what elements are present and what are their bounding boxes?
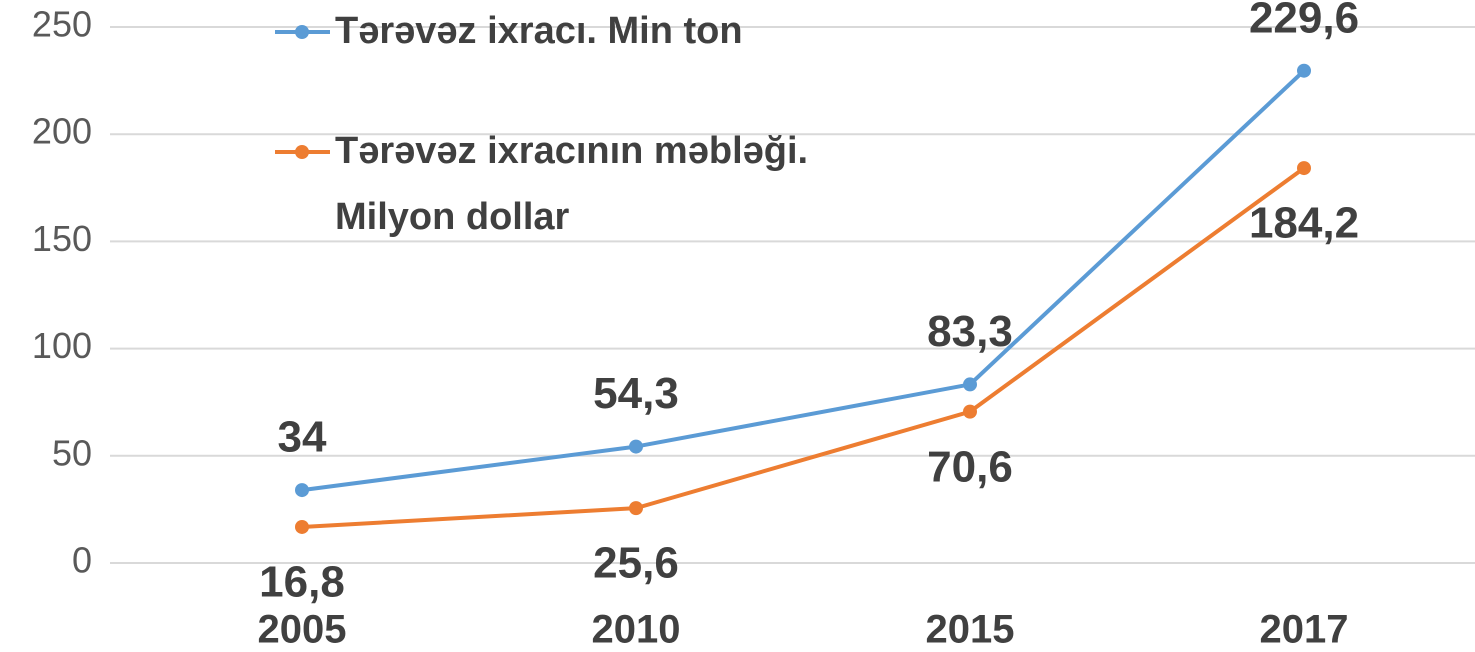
series-line <box>301 69 1306 493</box>
point <box>1297 161 1311 176</box>
point <box>629 501 643 516</box>
data-label: 70,6 <box>927 442 1013 491</box>
y-tick-label: 0 <box>72 540 92 581</box>
data-label: 34 <box>278 413 327 462</box>
data-label: 54,3 <box>593 369 679 418</box>
point <box>295 483 309 498</box>
data-label: 25,6 <box>593 539 679 588</box>
y-tick-label: 150 <box>32 218 92 259</box>
legend-label: Tərəvəz ixracı. Min ton <box>335 10 743 52</box>
y-tick-label: 100 <box>32 325 92 366</box>
y-tick-label: 200 <box>32 111 92 152</box>
point <box>963 404 977 419</box>
data-label: 184,2 <box>1249 199 1359 248</box>
legend-marker <box>295 145 309 159</box>
data-label: 83,3 <box>927 307 1013 356</box>
point <box>963 377 977 392</box>
x-tick-label: 2017 <box>1260 608 1349 652</box>
x-tick-label: 2010 <box>592 608 681 652</box>
point <box>629 439 643 454</box>
data-label: 229,6 <box>1249 0 1359 42</box>
legend-marker <box>295 25 309 39</box>
y-tick-label: 50 <box>52 432 92 473</box>
x-tick-label: 2005 <box>258 608 347 652</box>
y-tick-label: 250 <box>32 4 92 45</box>
data-label: 16,8 <box>259 558 345 607</box>
legend-label: Tərəvəz ixracının məbləği. Milyon dollar <box>335 130 809 238</box>
x-tick-label: 2015 <box>926 608 1015 652</box>
point <box>295 519 309 534</box>
series-line <box>301 166 1306 529</box>
point <box>1297 63 1311 78</box>
